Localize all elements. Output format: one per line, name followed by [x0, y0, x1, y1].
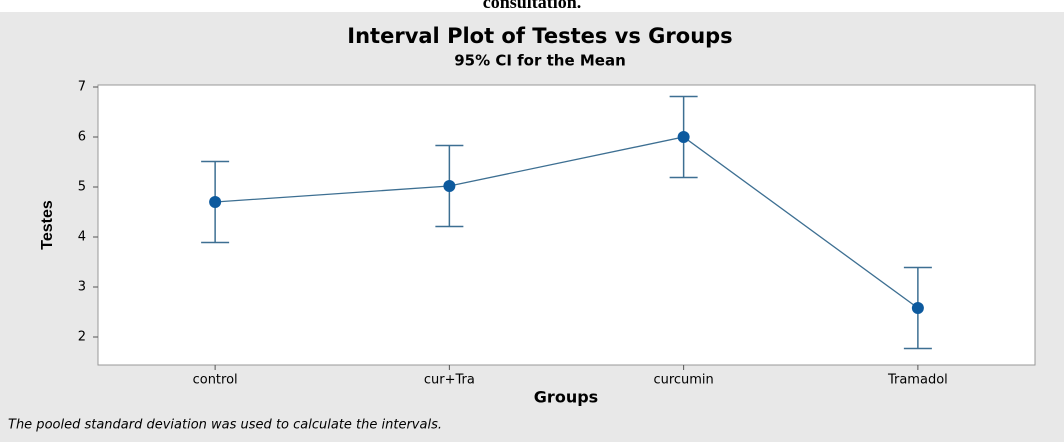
y-tick-label: 6: [78, 130, 86, 145]
y-tick-label: 2: [78, 330, 86, 345]
header-text: consultation.: [483, 0, 582, 12]
mean-point: [677, 131, 690, 143]
y-tick-label: 5: [78, 180, 86, 195]
x-axis-label: Groups: [534, 388, 598, 407]
x-tick-label: control: [193, 373, 238, 388]
chart-title: Interval Plot of Testes vs Groups: [347, 24, 732, 48]
chart-subtitle: 95% CI for the Mean: [454, 52, 626, 70]
y-tick-label: 3: [78, 280, 86, 295]
y-tick-label: 4: [78, 230, 86, 245]
mean-point: [443, 180, 456, 192]
mean-line: [215, 136, 919, 309]
mean-point: [209, 196, 222, 208]
x-tick-label: cur+Tra: [424, 373, 475, 388]
y-axis-label: Testes: [39, 200, 56, 250]
footnote: The pooled standard deviation was used t…: [8, 418, 442, 433]
mean-point: [911, 302, 924, 314]
x-tick-label: curcumin: [653, 373, 713, 388]
y-tick-label: 7: [78, 80, 86, 95]
page-strip: [0, 0, 1064, 12]
plot-area: [97, 84, 1036, 366]
x-tick-label: Tramadol: [887, 373, 948, 388]
